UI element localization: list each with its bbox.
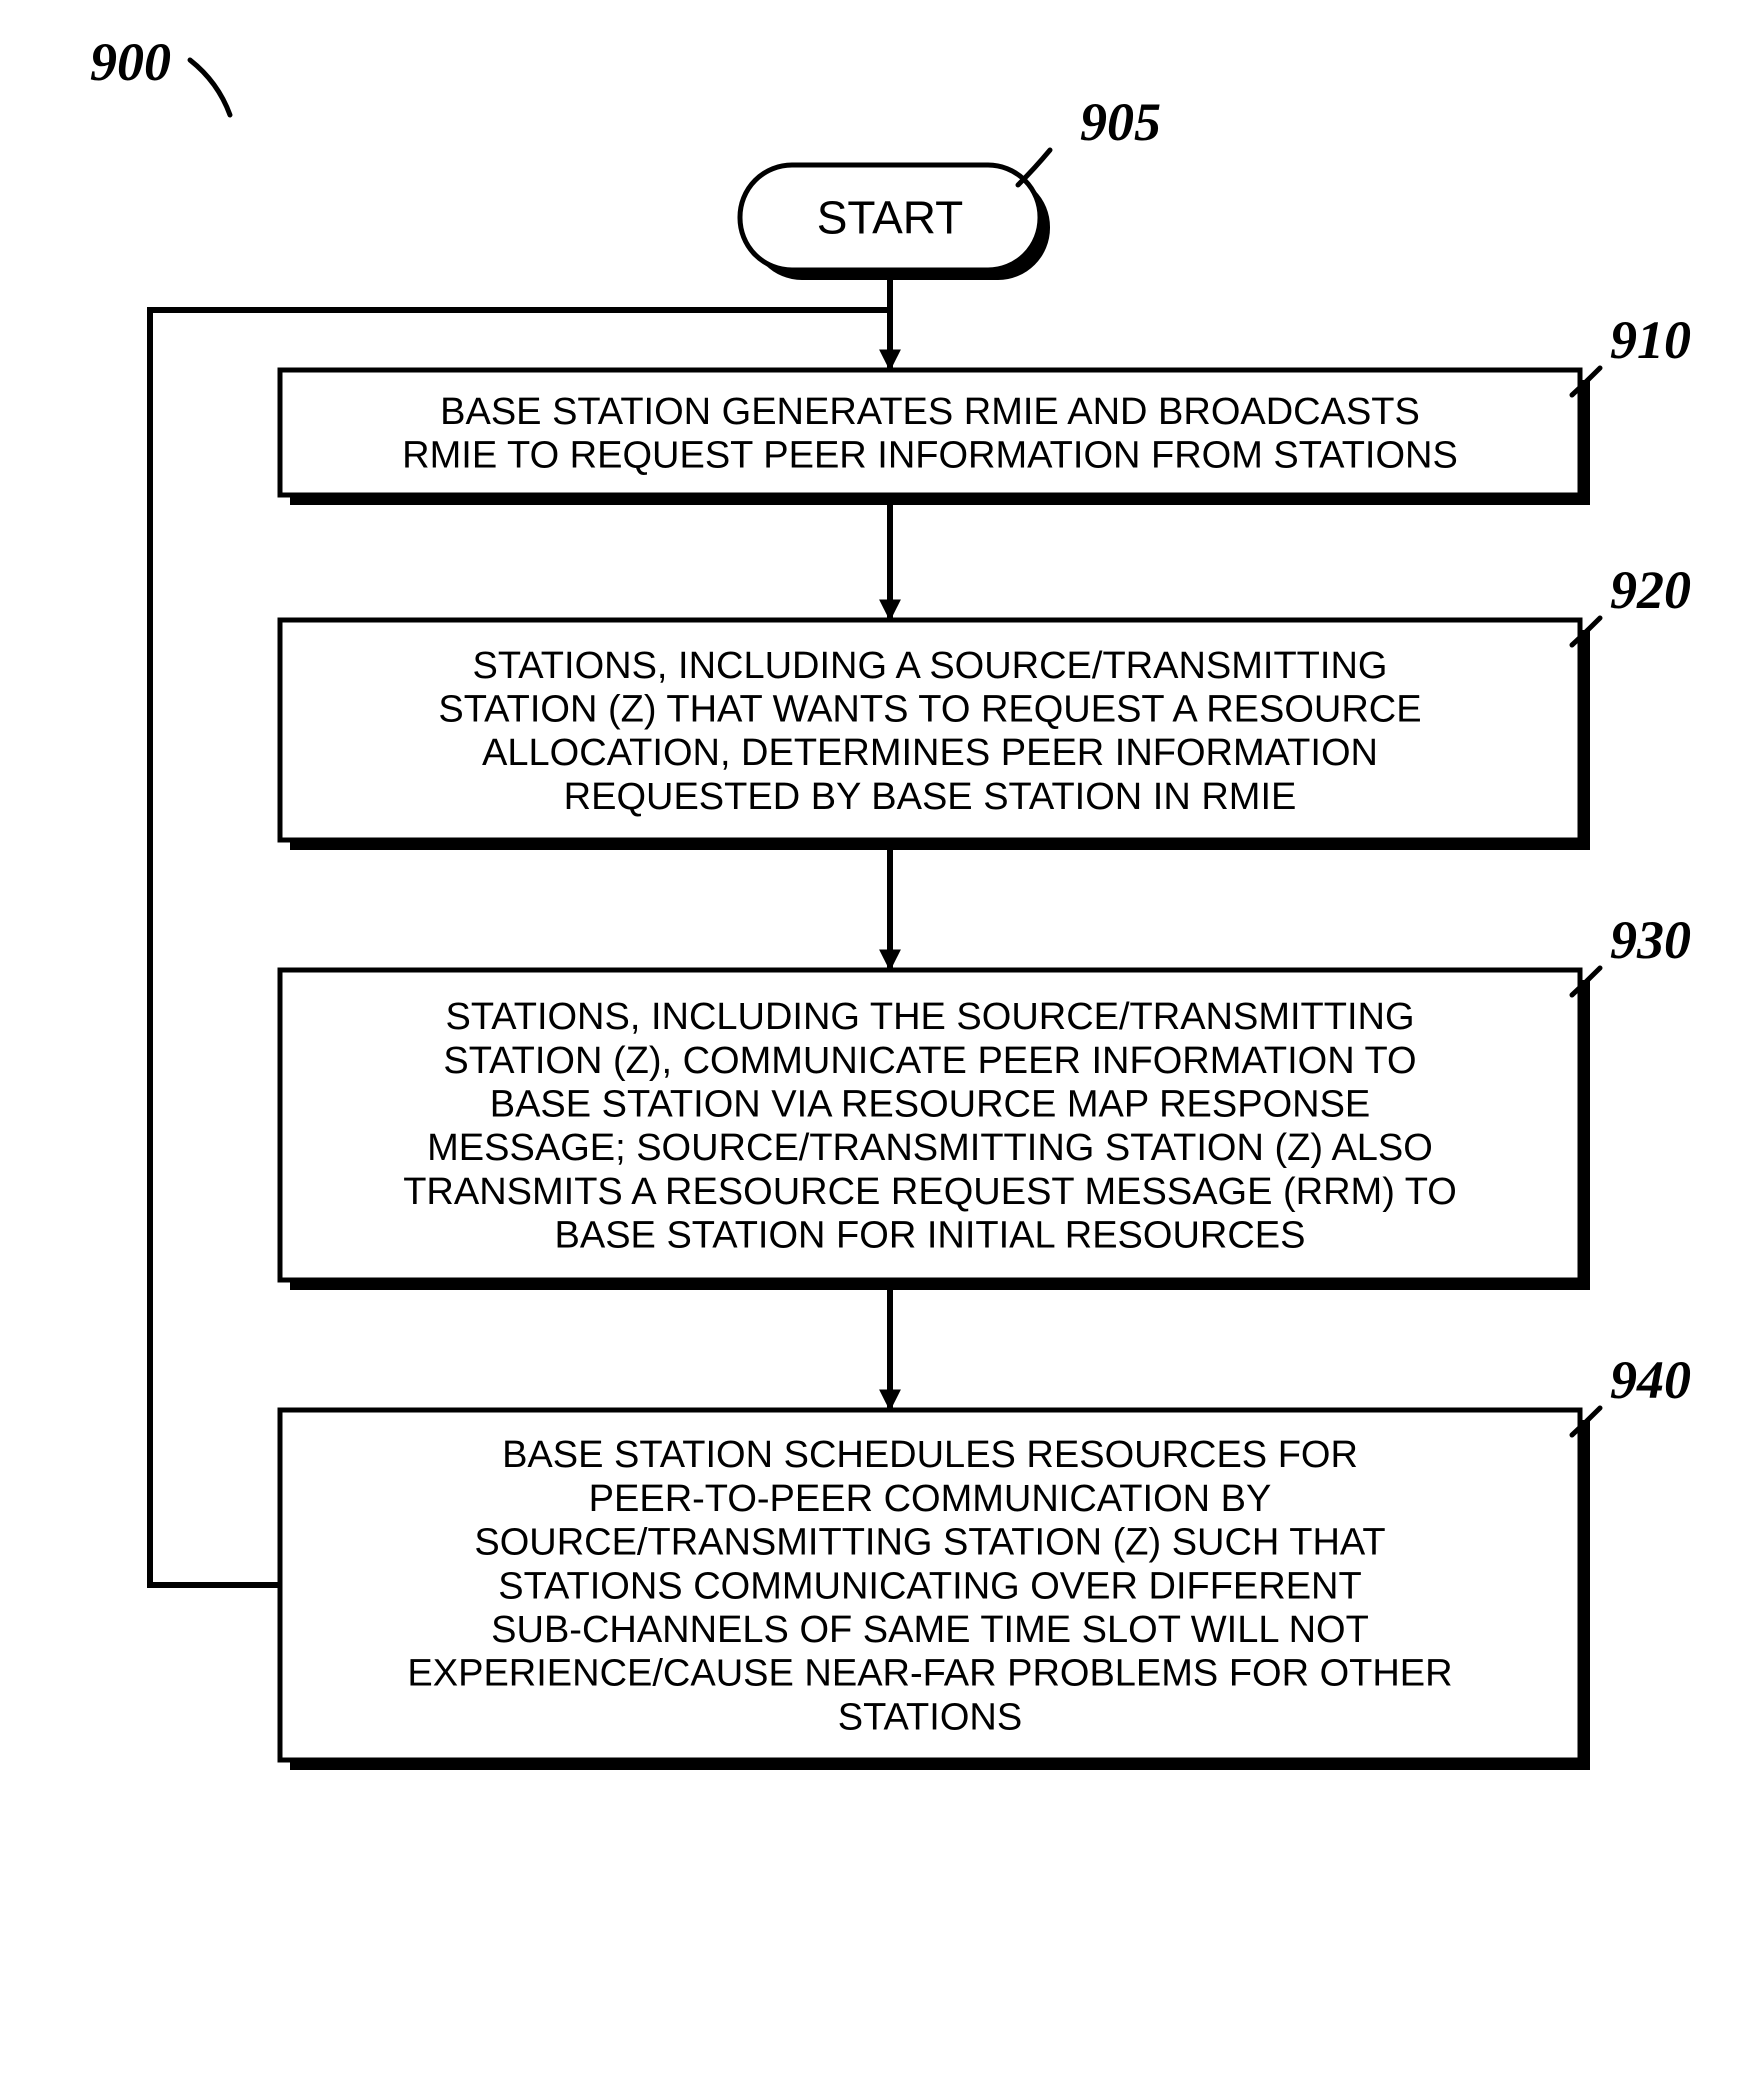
node-step930-text-line-5: BASE STATION FOR INITIAL RESOURCES <box>555 1215 1306 1257</box>
node-step940-text-line-2: SOURCE/TRANSMITTING STATION (Z) SUCH THA… <box>474 1522 1385 1564</box>
node-start: START <box>740 165 1050 280</box>
flowchart-container: 900 START 905 BASE STATION GENERATES RMIE A… <box>0 0 1758 2080</box>
node-step940-text-line-3: STATIONS COMMUNICATING OVER DIFFERENT <box>498 1565 1361 1607</box>
node-step920-text-line-1: STATION (Z) THAT WANTS TO REQUEST A RESO… <box>438 688 1421 730</box>
node-step920: STATIONS, INCLUDING A SOURCE/TRANSMITTIN… <box>280 620 1590 850</box>
flowchart-svg: 900 START 905 BASE STATION GENERATES RMIE A… <box>0 0 1758 2080</box>
node-step920-text-line-3: REQUESTED BY BASE STATION IN RMIE <box>564 776 1297 818</box>
node-step940-text-line-6: STATIONS <box>838 1696 1022 1738</box>
ref-label-940: 940 <box>1610 1350 1691 1410</box>
node-step910-text-line-1: RMIE TO REQUEST PEER INFORMATION FROM ST… <box>402 435 1458 477</box>
ref-label-905: 905 <box>1080 92 1161 152</box>
node-step930: STATIONS, INCLUDING THE SOURCE/TRANSMITT… <box>280 970 1590 1290</box>
node-step930-text-line-0: STATIONS, INCLUDING THE SOURCE/TRANSMITT… <box>445 996 1414 1038</box>
figure-number-label: 900 <box>90 32 171 92</box>
node-step920-text-line-0: STATIONS, INCLUDING A SOURCE/TRANSMITTIN… <box>473 645 1388 687</box>
node-step940: BASE STATION SCHEDULES RESOURCES FORPEER… <box>280 1410 1590 1770</box>
ref-label-910: 910 <box>1610 310 1691 370</box>
node-step920-text-line-2: ALLOCATION, DETERMINES PEER INFORMATION <box>482 732 1378 774</box>
node-step930-text-line-2: BASE STATION VIA RESOURCE MAP RESPONSE <box>490 1083 1371 1125</box>
node-step940-text-line-1: PEER-TO-PEER COMMUNICATION BY <box>589 1478 1272 1520</box>
node-step940-text-line-4: SUB-CHANNELS OF SAME TIME SLOT WILL NOT <box>491 1609 1369 1651</box>
node-step910-text-line-0: BASE STATION GENERATES RMIE AND BROADCAS… <box>440 391 1420 433</box>
ref-label-930: 930 <box>1610 910 1691 970</box>
node-step930-text-line-3: MESSAGE; SOURCE/TRANSMITTING STATION (Z)… <box>427 1127 1433 1169</box>
node-step940-text-line-5: EXPERIENCE/CAUSE NEAR-FAR PROBLEMS FOR O… <box>407 1653 1452 1695</box>
node-step930-text-line-4: TRANSMITS A RESOURCE REQUEST MESSAGE (RR… <box>403 1171 1457 1213</box>
node-start-text-line-0: START <box>817 192 964 244</box>
node-step930-text-line-1: STATION (Z), COMMUNICATE PEER INFORMATIO… <box>443 1040 1416 1082</box>
node-step940-text-line-0: BASE STATION SCHEDULES RESOURCES FOR <box>502 1434 1358 1476</box>
ref-label-920: 920 <box>1610 560 1691 620</box>
node-step910: BASE STATION GENERATES RMIE AND BROADCAS… <box>280 370 1590 505</box>
